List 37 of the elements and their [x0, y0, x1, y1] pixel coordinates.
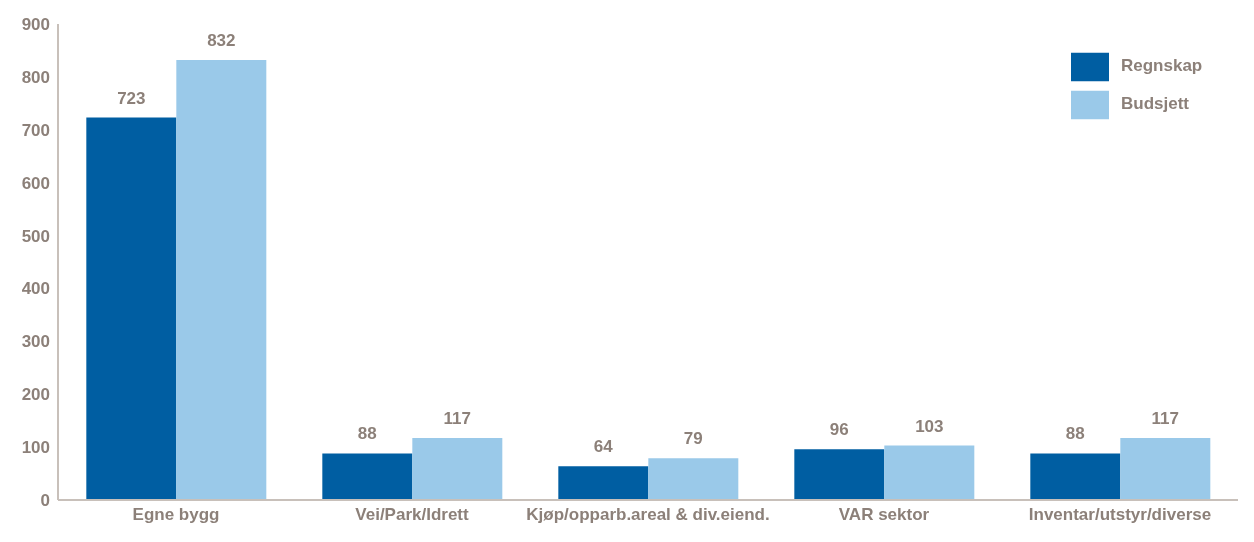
data-label: 64: [593, 437, 614, 457]
data-label: 117: [443, 409, 472, 429]
bar: [648, 458, 739, 500]
x-tick-label: Kjøp/opparb.areal & div.eiend.: [526, 505, 770, 525]
bar: [412, 438, 503, 500]
data-label: 88: [357, 424, 377, 444]
y-tick-label: 500: [21, 226, 50, 246]
data-label: 723: [117, 88, 146, 108]
y-tick-label: 800: [21, 67, 50, 87]
y-tick-label: 300: [21, 332, 50, 352]
data-label: 117: [1151, 409, 1180, 429]
bar: [322, 453, 413, 500]
y-tick-label: 400: [21, 279, 50, 299]
bar: [558, 466, 649, 500]
y-tick-label: 0: [40, 491, 50, 511]
x-tick-label: VAR sektor: [838, 505, 930, 525]
y-tick-label: 600: [21, 173, 50, 193]
data-label: 79: [683, 429, 703, 449]
bar: [1120, 438, 1211, 500]
data-label: 103: [915, 416, 944, 436]
data-label: 96: [829, 420, 849, 440]
y-tick-label: 700: [21, 120, 50, 140]
x-tick-label: Egne bygg: [132, 505, 220, 525]
bar: [176, 59, 267, 500]
y-tick-label: 900: [21, 15, 50, 35]
bar: [1030, 453, 1121, 500]
legend-label: Regnskap: [1121, 56, 1203, 76]
bar: [86, 117, 177, 500]
x-tick-label: Vei/Park/Idrett: [355, 505, 470, 525]
y-tick-label: 100: [21, 438, 50, 458]
data-label: 88: [1065, 424, 1085, 444]
data-label: 832: [207, 30, 236, 50]
bar: [794, 449, 885, 500]
x-tick-label: Inventar/utstyr/diverse: [1028, 505, 1212, 525]
y-tick-label: 200: [21, 385, 50, 405]
bar: [884, 445, 975, 500]
legend-label: Budsjett: [1121, 94, 1189, 114]
